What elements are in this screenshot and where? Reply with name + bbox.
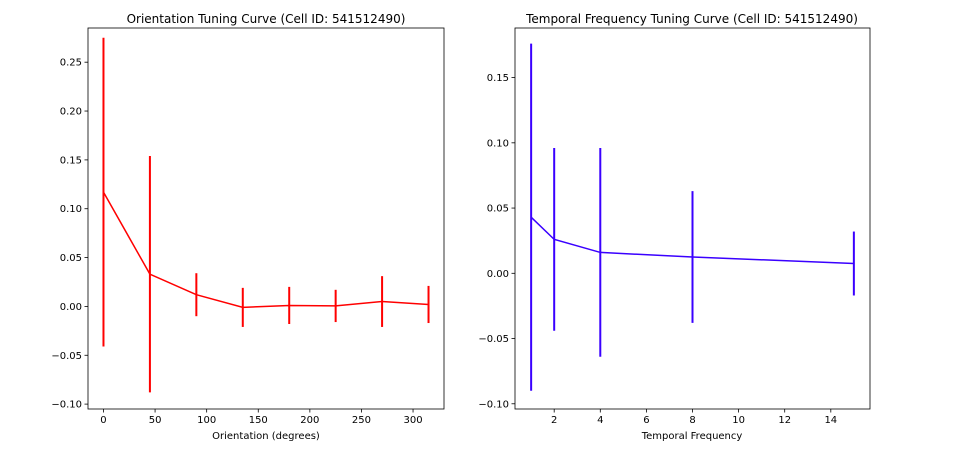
- temporal-frequency-y-ticks: −0.10 −0.05 0.00 0.05 0.10 0.15: [478, 73, 515, 410]
- x-tick-label: 300: [403, 415, 422, 426]
- temporal-frequency-plot-area: 2 4 6 8 10 12 14 −0.10 −0.05 0.00 0.05 0.10 0.15: [478, 27, 871, 426]
- temporal-frequency-chart: Temporal Frequency Tuning Curve (Cell ID…: [478, 12, 871, 442]
- y-tick-label: −0.05: [51, 351, 82, 362]
- orientation-x-ticks: 0 50 100 150 200 250 300: [100, 409, 423, 426]
- y-tick-label: −0.05: [478, 334, 509, 345]
- orientation-series: [102, 191, 429, 309]
- temporal-frequency-series: [530, 216, 854, 265]
- x-tick-label: 6: [643, 415, 649, 426]
- x-tick-label: 250: [352, 415, 371, 426]
- x-tick-label: 100: [197, 415, 216, 426]
- x-tick-label: 4: [597, 415, 603, 426]
- orientation-axes-frame: [87, 27, 445, 410]
- x-tick-label: 14: [824, 415, 837, 426]
- x-tick-label: 200: [300, 415, 319, 426]
- orientation-series-line: [102, 191, 429, 309]
- x-tick-label: 0: [100, 415, 106, 426]
- x-tick-label: 50: [149, 415, 162, 426]
- temporal-frequency-chart-title: Temporal Frequency Tuning Curve (Cell ID…: [525, 12, 858, 26]
- y-tick-label: 0.15: [60, 155, 82, 166]
- y-tick-label: 0.05: [60, 253, 82, 264]
- y-tick-label: −0.10: [51, 400, 82, 411]
- x-tick-label: 10: [732, 415, 745, 426]
- orientation-x-axis-label: Orientation (degrees): [212, 431, 320, 442]
- orientation-y-ticks: −0.10 −0.05 0.00 0.05 0.10 0.15 0.20 0.25: [51, 58, 88, 411]
- y-tick-label: 0.10: [487, 138, 509, 149]
- temporal-frequency-x-axis-label: Temporal Frequency: [641, 431, 743, 442]
- x-tick-label: 8: [689, 415, 695, 426]
- x-tick-label: 150: [249, 415, 268, 426]
- y-tick-label: 0.10: [60, 204, 82, 215]
- y-tick-label: 0.20: [60, 107, 82, 118]
- y-tick-label: 0.15: [487, 73, 509, 84]
- x-tick-label: 2: [551, 415, 557, 426]
- orientation-chart: Orientation Tuning Curve (Cell ID: 54151…: [51, 12, 445, 442]
- orientation-plot-area: 0 50 100 150 200 250 300 −0.10 −0.05 0.00 0.05 0.1…: [51, 27, 445, 426]
- x-tick-label: 12: [778, 415, 791, 426]
- temporal-frequency-series-line: [530, 216, 854, 265]
- y-tick-label: 0.00: [60, 302, 82, 313]
- orientation-chart-title: Orientation Tuning Curve (Cell ID: 54151…: [127, 12, 406, 26]
- y-tick-label: 0.25: [60, 58, 82, 69]
- temporal-frequency-x-ticks: 2 4 6 8 10 12 14: [551, 409, 837, 426]
- y-tick-label: 0.00: [487, 269, 509, 280]
- y-tick-label: 0.05: [487, 204, 509, 215]
- y-tick-label: −0.10: [478, 399, 509, 410]
